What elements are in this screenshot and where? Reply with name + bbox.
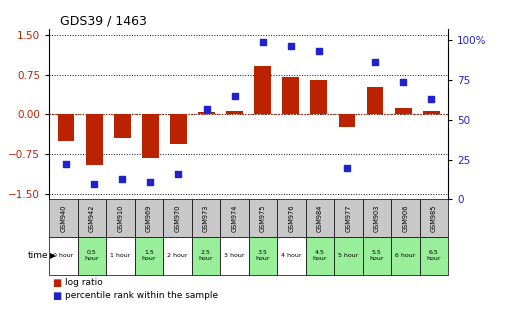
Bar <box>57 114 75 141</box>
Text: GSM969: GSM969 <box>146 205 152 232</box>
Bar <box>423 111 440 114</box>
Text: 5.5
hour: 5.5 hour <box>370 250 384 261</box>
Bar <box>282 77 299 114</box>
Bar <box>142 114 159 158</box>
Point <box>343 165 351 170</box>
Text: ▶: ▶ <box>50 251 55 260</box>
Text: 5 hour: 5 hour <box>338 253 358 258</box>
Text: GSM974: GSM974 <box>232 204 237 232</box>
Bar <box>310 80 327 114</box>
Bar <box>170 114 187 144</box>
Text: 4 hour: 4 hour <box>281 253 301 258</box>
Point <box>90 181 98 186</box>
Text: 2.5
hour: 2.5 hour <box>199 250 213 261</box>
Text: GSM975: GSM975 <box>260 204 266 232</box>
Point <box>371 60 379 65</box>
Point <box>146 179 154 184</box>
Text: GSM984: GSM984 <box>317 204 323 232</box>
Point <box>427 96 435 102</box>
Text: 6.5
hour: 6.5 hour <box>427 250 441 261</box>
Point <box>315 49 323 54</box>
Text: ■: ■ <box>52 278 61 288</box>
Text: ■: ■ <box>52 291 61 301</box>
Text: log ratio: log ratio <box>65 278 103 287</box>
Text: GDS39 / 1463: GDS39 / 1463 <box>60 15 147 28</box>
Text: GSM940: GSM940 <box>61 204 66 232</box>
Text: 0.5
hour: 0.5 hour <box>85 250 99 261</box>
Bar <box>114 114 131 138</box>
Point <box>174 171 182 177</box>
Text: time: time <box>27 251 48 260</box>
Text: GSM942: GSM942 <box>89 204 95 232</box>
Text: 1.5
hour: 1.5 hour <box>142 250 156 261</box>
Text: GSM970: GSM970 <box>175 204 180 232</box>
Text: 3 hour: 3 hour <box>224 253 244 258</box>
Text: GSM976: GSM976 <box>289 204 294 232</box>
Bar <box>85 114 103 165</box>
Text: GSM973: GSM973 <box>203 205 209 232</box>
Text: GSM910: GSM910 <box>118 205 123 232</box>
Bar <box>226 111 243 114</box>
Text: 6 hour: 6 hour <box>395 253 415 258</box>
Point <box>258 39 267 44</box>
Bar <box>339 114 355 127</box>
Point <box>118 176 126 181</box>
Text: GSM985: GSM985 <box>431 204 437 232</box>
Point <box>62 162 70 167</box>
Text: 3.5
hour: 3.5 hour <box>256 250 270 261</box>
Bar <box>198 112 215 114</box>
Bar <box>395 108 412 114</box>
Point <box>399 79 407 84</box>
Point <box>203 106 211 111</box>
Bar <box>367 87 383 114</box>
Text: GSM906: GSM906 <box>402 204 408 232</box>
Text: GSM903: GSM903 <box>374 205 380 232</box>
Point <box>286 44 295 49</box>
Text: GSM977: GSM977 <box>346 204 351 232</box>
Bar <box>254 65 271 114</box>
Text: 2 hour: 2 hour <box>167 253 188 258</box>
Text: percentile rank within the sample: percentile rank within the sample <box>65 291 218 301</box>
Point <box>231 93 239 98</box>
Text: 4.5
hour: 4.5 hour <box>313 250 327 261</box>
Text: 1 hour: 1 hour <box>110 253 131 258</box>
Text: 0 hour: 0 hour <box>53 253 74 258</box>
